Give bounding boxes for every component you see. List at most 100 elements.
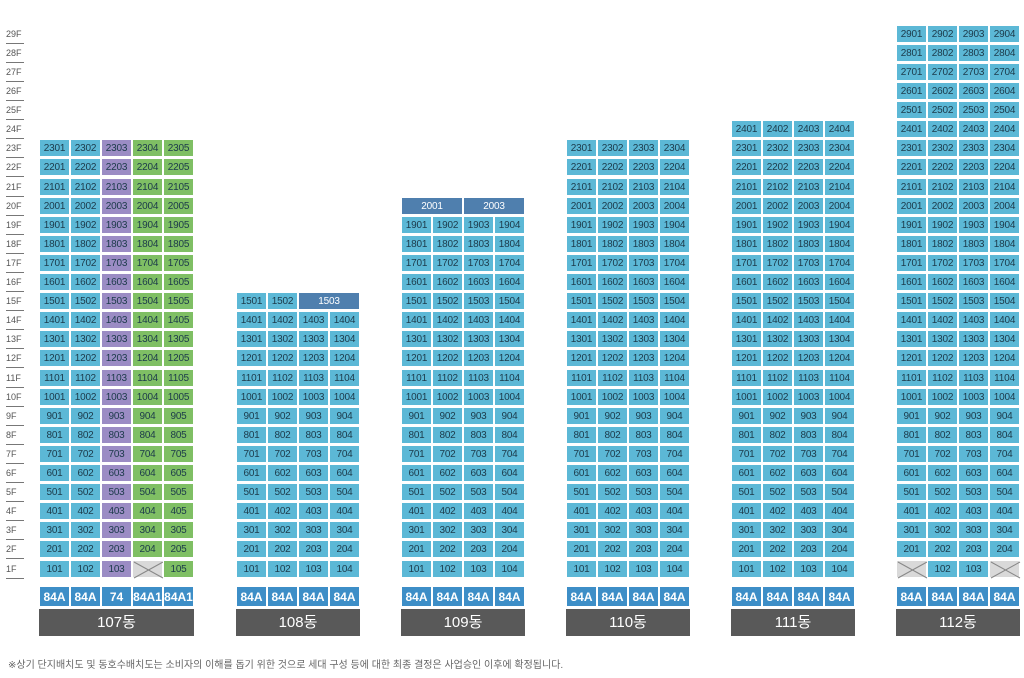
unit-cell: 901	[236, 406, 267, 425]
unit-cell: 801	[236, 425, 267, 444]
unit-type-badge: 84A	[824, 586, 855, 607]
unit-cell: 201	[236, 540, 267, 559]
floor-label-1F: 1F	[6, 560, 24, 579]
unit-cell: 2103	[958, 177, 989, 196]
unit-type-badge: 84A	[432, 586, 463, 607]
unit-cell: 1103	[101, 368, 132, 387]
empty-unit-cross-icon	[989, 559, 1021, 578]
unit-cell: 1002	[762, 387, 793, 406]
unit-cell: 1904	[494, 215, 525, 234]
unit-cell: 1403	[628, 311, 659, 330]
unit-cell: 2302	[927, 139, 958, 158]
unit-cell: 1404	[132, 311, 163, 330]
unit-cell: 1901	[39, 215, 70, 234]
unit-cell: 605	[163, 464, 194, 482]
unit-type-badge: 84A	[731, 586, 762, 607]
unit-cell: 502	[927, 483, 958, 502]
unit-cell: 2301	[896, 139, 927, 158]
unit-cell: 1401	[401, 311, 432, 330]
unit-cell: 1404	[989, 311, 1020, 330]
unit-cell: 502	[267, 483, 298, 502]
unit-cell: 2105	[163, 177, 194, 196]
unit-cell: 401	[896, 502, 927, 521]
unit-type-badge: 84A	[793, 586, 824, 607]
unit-cell: 2102	[927, 177, 958, 196]
unit-cell: 1201	[731, 349, 762, 368]
unit-cell: 1804	[659, 234, 690, 253]
unit-cell: 504	[132, 483, 163, 502]
unit-cell: 203	[793, 540, 824, 559]
unit-cell: 2601	[896, 82, 927, 100]
unit-cell: 504	[989, 483, 1020, 502]
unit-cell: 1001	[39, 387, 70, 406]
unit-cell: 1402	[267, 311, 298, 330]
unit-cell: 804	[132, 425, 163, 444]
unit-cell: 1703	[628, 253, 659, 272]
unit-cell: 802	[762, 425, 793, 444]
unit-cell: 1002	[267, 387, 298, 406]
unit-cell: 1804	[989, 234, 1020, 253]
unit-cell: 2203	[628, 158, 659, 177]
unit-cell: 2404	[824, 120, 855, 139]
unit-cell: 1903	[958, 215, 989, 234]
unit-cell: 1102	[432, 368, 463, 387]
unit-cell: 1004	[132, 387, 163, 406]
floor-label-10F: 10F	[6, 388, 24, 407]
unit-cell: 602	[70, 464, 101, 482]
unit-cell: 202	[762, 540, 793, 559]
unit-cell: 702	[267, 444, 298, 463]
unit-type-badge: 84A	[401, 586, 432, 607]
unit-cell: 601	[39, 464, 70, 482]
unit-cell: 302	[927, 521, 958, 540]
unit-cell: 103	[101, 559, 132, 578]
unit-cell: 1502	[432, 292, 463, 311]
unit-cell: 202	[267, 540, 298, 559]
unit-cell: 1201	[401, 349, 432, 368]
building-name-label: 109동	[401, 609, 525, 636]
unit-cell: 302	[432, 521, 463, 540]
unit-cell: 702	[597, 444, 628, 463]
unit-cell: 201	[731, 540, 762, 559]
unit-type-badge: 84A	[762, 586, 793, 607]
unit-cell: 601	[731, 464, 762, 482]
unit-cell: 1204	[824, 349, 855, 368]
floor-label-11F: 11F	[6, 369, 24, 388]
unit-cell: 2904	[989, 24, 1020, 43]
unit-cell: 2204	[989, 158, 1020, 177]
unit-cell: 1701	[896, 253, 927, 272]
unit-cell: 1901	[401, 215, 432, 234]
unit-cell: 1303	[298, 330, 329, 349]
unit-cell: 703	[463, 444, 494, 463]
unit-cell: 202	[70, 540, 101, 559]
unit-cell: 703	[793, 444, 824, 463]
unit-cell: 701	[236, 444, 267, 463]
unit-cell: 1205	[163, 349, 194, 368]
unit-cell: 701	[401, 444, 432, 463]
unit-cell: 1404	[824, 311, 855, 330]
floor-label-9F: 9F	[6, 407, 24, 426]
unit-cell: 1904	[989, 215, 1020, 234]
unit-cell: 1002	[70, 387, 101, 406]
floor-label-4F: 4F	[6, 502, 24, 522]
unit-cell: 1102	[597, 368, 628, 387]
unit-cell: 304	[132, 521, 163, 540]
unit-cell: 1302	[762, 330, 793, 349]
unit-cell: 603	[298, 464, 329, 482]
unit-cell: 2002	[762, 196, 793, 215]
unit-cell: 2301	[566, 139, 597, 158]
unit-cell: 405	[163, 502, 194, 521]
unit-cell: 1302	[70, 330, 101, 349]
floor-label-2F: 2F	[6, 540, 24, 560]
unit-cell: 901	[896, 406, 927, 425]
unit-cell: 603	[793, 464, 824, 482]
unit-cell: 903	[463, 406, 494, 425]
unit-cell: 305	[163, 521, 194, 540]
unit-cell: 1203	[958, 349, 989, 368]
unit-cell: 1301	[236, 330, 267, 349]
unit-cell: 904	[329, 406, 360, 425]
unit-cell: 101	[401, 559, 432, 578]
unit-cell: 303	[463, 521, 494, 540]
unit-cell: 804	[989, 425, 1020, 444]
unit-cell: 704	[132, 444, 163, 463]
unit-cell: 601	[896, 464, 927, 482]
